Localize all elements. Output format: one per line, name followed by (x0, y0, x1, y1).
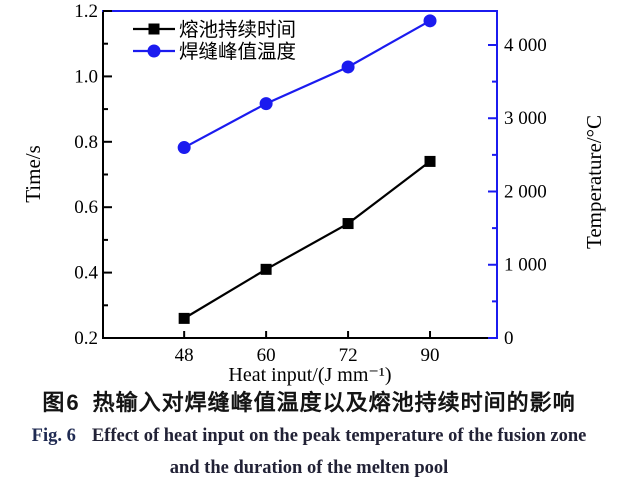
legend-label: 焊缝峰值温度 (179, 41, 296, 63)
caption-english-line1: Fig. 6 Effect of heat input on the peak t… (0, 426, 618, 447)
circle-marker (341, 60, 355, 74)
circle-marker (423, 14, 437, 28)
square-marker (178, 312, 190, 324)
left-axis-tick-label: 0.8 (74, 132, 98, 153)
caption-zh-number: 图6 (42, 390, 81, 415)
legend-entry: 焊缝峰值温度 (133, 41, 296, 63)
caption-en-text2: and the duration of the melten pool (169, 457, 449, 478)
circle-marker (259, 97, 273, 111)
x-axis-title: Heat input/(J mm⁻¹) (228, 364, 391, 386)
series-line (183, 160, 431, 320)
left-axis-title: Time/s (21, 145, 45, 203)
x-axis-tick-label: 90 (421, 345, 440, 366)
right-axis-tick-label: 3 000 (504, 108, 547, 129)
right-axis-tick-label: 0 (504, 328, 514, 349)
square-marker (260, 263, 272, 275)
left-axis-tick-label: 1.0 (74, 66, 98, 87)
circle-marker (177, 141, 191, 155)
square-marker (342, 218, 354, 230)
left-axis-tick-label: 1.2 (74, 1, 98, 22)
legend-entry: 熔池持续时间 (133, 19, 296, 41)
x-axis-tick-label: 48 (175, 345, 194, 366)
caption-zh-text: 热输入对焊缝峰值温度以及熔池持续时间的影响 (92, 390, 576, 415)
right-axis-tick-label: 1 000 (504, 255, 547, 276)
legend-label: 熔池持续时间 (179, 19, 296, 41)
series-time (178, 155, 436, 324)
dual-axis-line-chart: 0.2 0.4 0.6 0.8 1.0 1.2 Time/s 0 1 000 2 000 3 000… (21, 1, 606, 386)
caption-english-line2: and the duration of the melten pool (0, 458, 618, 479)
square-marker (424, 155, 436, 167)
caption-en-text: Effect of heat input on the peak tempera… (91, 426, 587, 447)
right-axis-tick-label: 2 000 (504, 181, 547, 202)
left-axis-tick-label: 0.6 (74, 197, 98, 218)
square-marker (148, 23, 160, 35)
left-axis-tick-label: 0.2 (74, 328, 98, 349)
series-line (183, 19, 431, 149)
right-axis-title: Temperature/°C (582, 115, 606, 249)
x-axis-tick-label: 60 (257, 345, 276, 366)
circle-marker (147, 44, 161, 58)
caption-chinese: 图6 热输入对焊缝峰值温度以及熔池持续时间的影响 (0, 390, 618, 415)
series-temperature (177, 14, 437, 155)
left-axis-tick-label: 0.4 (74, 263, 98, 284)
right-axis-tick-label: 4 000 (504, 35, 547, 56)
caption-en-number: Fig. 6 (31, 426, 76, 447)
x-axis-tick-label: 72 (339, 345, 358, 366)
